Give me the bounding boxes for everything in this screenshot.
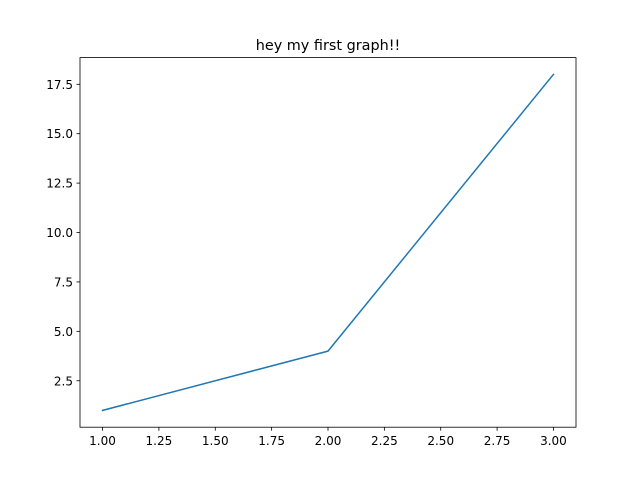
y-tick-label: 15.0 [46, 127, 73, 141]
y-tick-label: 5.0 [54, 325, 73, 339]
x-tick-label: 1.00 [89, 434, 116, 448]
y-tick-label: 7.5 [54, 275, 73, 289]
y-tick-label: 17.5 [46, 78, 73, 92]
x-tick-label: 1.75 [258, 434, 285, 448]
x-tick-label: 1.25 [146, 434, 173, 448]
x-tick-label: 2.25 [371, 434, 398, 448]
x-tick-label: 2.75 [484, 434, 511, 448]
y-tick-label: 12.5 [46, 177, 73, 191]
plot-frame [79, 57, 577, 428]
chart-title: hey my first graph!! [256, 38, 401, 54]
y-axis: 2.5 5.0 7.5 10.0 12.5 15.0 17.5 [46, 78, 80, 388]
y-tick-label: 2.5 [54, 374, 73, 388]
x-tick-label: 2.50 [427, 434, 454, 448]
y-tick-label: 10.0 [46, 226, 73, 240]
x-tick-label: 2.00 [315, 434, 342, 448]
x-tick-label: 3.00 [540, 434, 567, 448]
x-axis: 1.00 1.25 1.50 1.75 2.00 2.25 2.50 2.75 3.00 [89, 427, 567, 448]
series-layer [101, 73, 555, 412]
x-tick-label: 1.50 [202, 434, 229, 448]
series-line [101, 73, 555, 412]
